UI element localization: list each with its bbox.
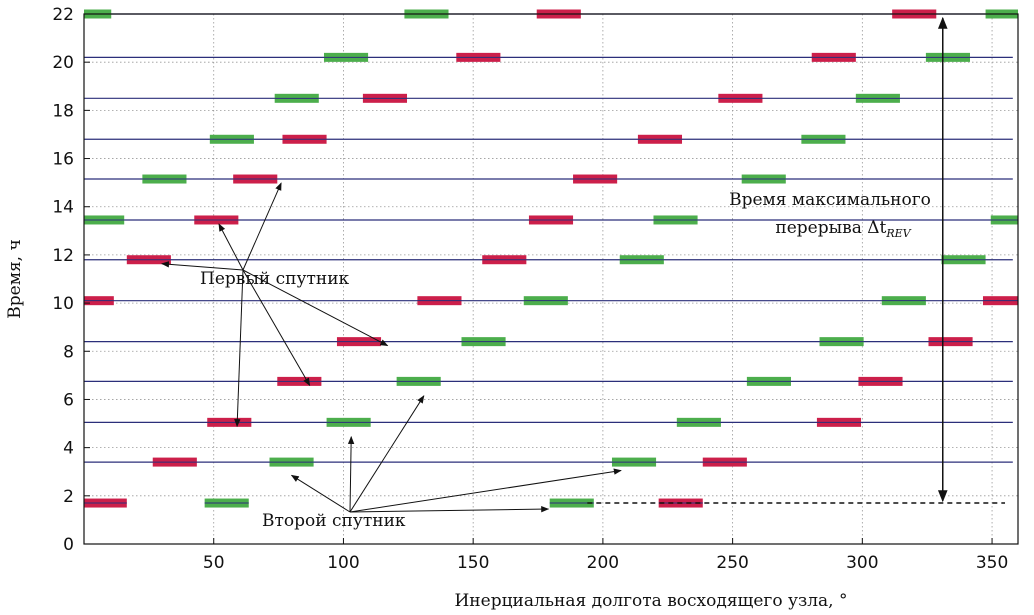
y-tick-label: 16 xyxy=(52,150,74,170)
y-tick-label: 22 xyxy=(52,5,74,25)
orbit-lines xyxy=(84,13,1013,463)
plot-frame xyxy=(83,13,1019,545)
x-tick-label: 250 xyxy=(716,553,748,573)
grid xyxy=(84,13,1018,544)
second-satellite-arrow xyxy=(349,468,622,513)
y-axis-label: Время, ч xyxy=(5,239,25,318)
first-satellite-arrow xyxy=(161,261,244,271)
y-tick-label: 14 xyxy=(52,198,74,218)
first-satellite-arrow xyxy=(242,269,311,387)
max-gap-label-text: перерыва Δt xyxy=(775,218,886,238)
x-tick-label: 300 xyxy=(846,553,878,573)
second-satellite-arrow xyxy=(349,395,425,513)
y-tick-label: 4 xyxy=(63,439,74,459)
first-satellite-arrow xyxy=(242,269,389,347)
y-ticks: 0 2 4 6 8 10 12 14 16 18 20 22 xyxy=(52,5,90,555)
first-satellite-arrow xyxy=(242,182,282,271)
y-tick-label: 2 xyxy=(63,487,74,507)
x-tick-label: 200 xyxy=(587,553,619,573)
x-tick-label: 100 xyxy=(327,553,359,573)
y-tick-label: 18 xyxy=(52,101,74,121)
second-satellite-arrow xyxy=(290,474,351,513)
annotations xyxy=(161,16,1006,513)
y-tick-label: 20 xyxy=(52,53,74,73)
satellite-marks xyxy=(84,9,1018,508)
max-gap-label-subscript: REV xyxy=(885,227,911,240)
y-tick-label: 12 xyxy=(52,246,74,266)
y-tick-label: 10 xyxy=(52,294,74,314)
first-satellite-arrow xyxy=(234,269,244,428)
y-tick-label: 6 xyxy=(63,390,74,410)
max-gap-label-line1: Время максимального xyxy=(729,190,931,210)
first-satellite-arrow xyxy=(218,223,244,271)
max-gap-label-line2: перерыва ΔtREV xyxy=(775,218,911,240)
x-tick-label: 150 xyxy=(457,553,489,573)
second-satellite-label: Второй спутник xyxy=(262,511,406,531)
x-axis-label: Инерциальная долгота восходящего узла, ° xyxy=(454,591,847,611)
second-satellite-arrow xyxy=(347,435,355,513)
x-tick-label: 350 xyxy=(976,553,1008,573)
x-ticks: 50 100 150 200 250 300 350 xyxy=(203,538,1008,573)
y-tick-label: 0 xyxy=(63,535,74,555)
first-satellite-label: Первый спутник xyxy=(200,269,350,289)
x-tick-label: 50 xyxy=(203,553,225,573)
y-tick-label: 8 xyxy=(63,342,74,362)
second-satellite-arrow xyxy=(349,505,550,513)
